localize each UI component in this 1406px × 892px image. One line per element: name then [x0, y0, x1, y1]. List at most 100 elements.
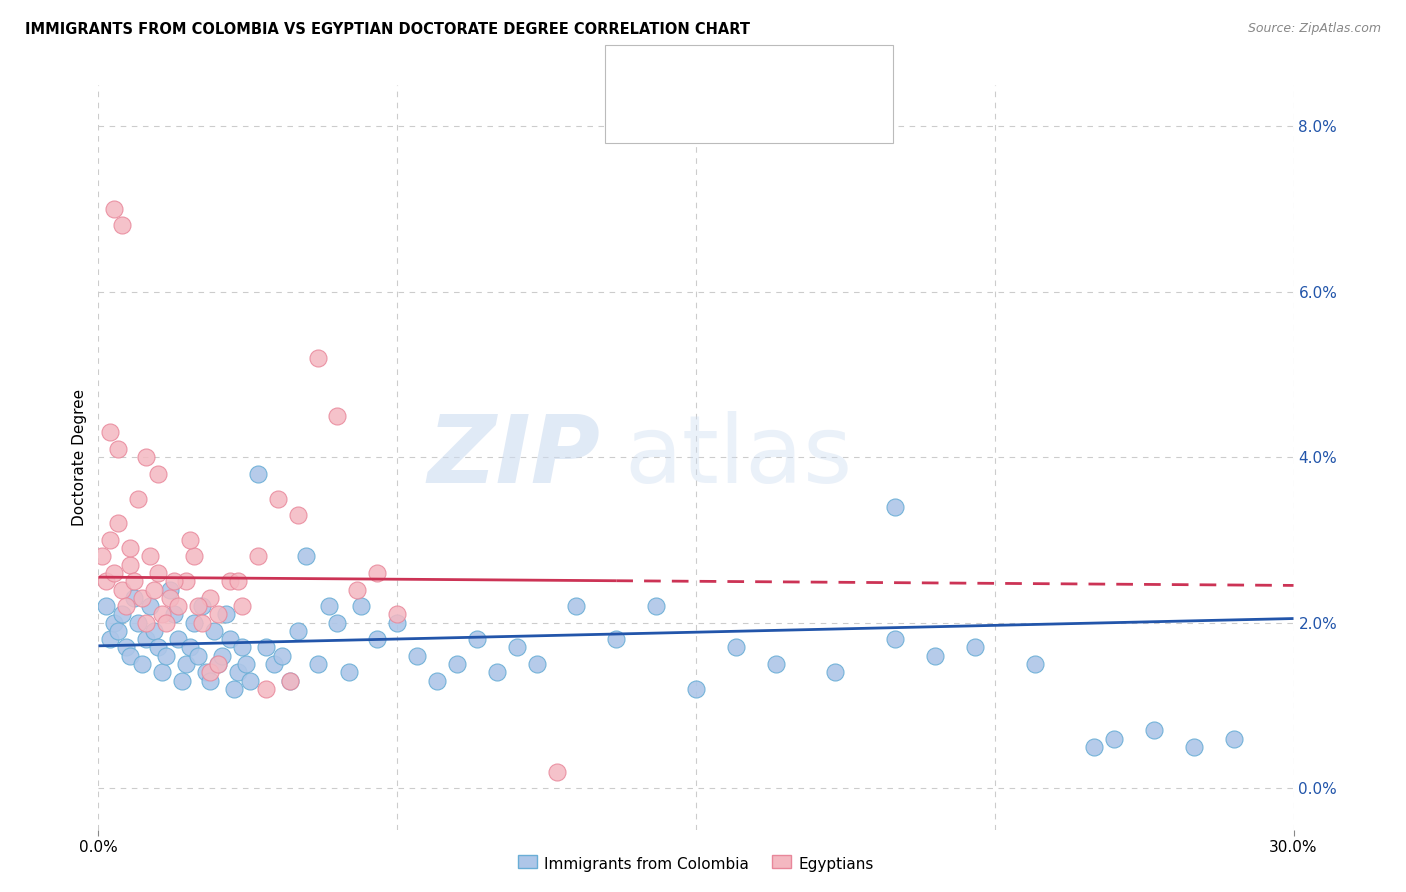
Text: Source: ZipAtlas.com: Source: ZipAtlas.com	[1247, 22, 1381, 36]
Text: 0.068: 0.068	[714, 67, 763, 82]
Point	[350, 599, 373, 614]
Point	[139, 549, 162, 564]
Point	[124, 574, 146, 589]
Point	[884, 500, 907, 514]
Text: R =: R =	[662, 105, 690, 120]
Point	[115, 599, 138, 614]
Point	[111, 219, 134, 233]
Point	[426, 673, 449, 688]
Point	[724, 640, 747, 655]
FancyBboxPatch shape	[621, 98, 652, 128]
Point	[326, 409, 349, 423]
Point	[1104, 731, 1126, 746]
Point	[294, 549, 316, 564]
Point	[159, 582, 181, 597]
Point	[270, 648, 292, 663]
Point	[254, 681, 277, 696]
Point	[765, 657, 787, 671]
Point	[246, 467, 269, 481]
Point	[107, 442, 129, 456]
Point	[115, 640, 138, 655]
Point	[278, 673, 301, 688]
Point	[143, 624, 166, 638]
Point	[339, 665, 361, 680]
Point	[143, 582, 166, 597]
Point	[159, 591, 181, 605]
Point	[207, 657, 229, 671]
Point	[198, 673, 221, 688]
Point	[163, 607, 186, 622]
Point	[1223, 731, 1246, 746]
Point	[150, 665, 173, 680]
Point	[155, 615, 177, 630]
Point	[174, 657, 197, 671]
Point	[307, 657, 329, 671]
Point	[215, 607, 238, 622]
Point	[231, 640, 253, 655]
Point	[287, 508, 309, 522]
Point	[219, 632, 242, 647]
Point	[120, 648, 142, 663]
Point	[96, 574, 118, 589]
Point	[226, 665, 249, 680]
Point	[366, 632, 388, 647]
Point	[318, 599, 340, 614]
Point	[1143, 723, 1166, 738]
Point	[179, 640, 201, 655]
Point	[465, 632, 488, 647]
Point	[179, 533, 201, 547]
Point	[254, 640, 277, 655]
Point	[685, 681, 707, 696]
Point	[98, 425, 122, 440]
Point	[884, 632, 907, 647]
Point	[824, 665, 846, 680]
Point	[111, 582, 134, 597]
Point	[198, 591, 221, 605]
Point	[107, 516, 129, 531]
Point	[267, 491, 290, 506]
Point	[187, 599, 209, 614]
Point	[131, 591, 153, 605]
Point	[198, 665, 221, 680]
Point	[406, 648, 429, 663]
Text: atlas: atlas	[624, 411, 852, 503]
Text: -0.006: -0.006	[714, 105, 769, 120]
Point	[135, 615, 157, 630]
Point	[307, 351, 329, 365]
Point	[202, 624, 225, 638]
Point	[195, 665, 218, 680]
Point	[103, 566, 125, 580]
Point	[226, 574, 249, 589]
Point	[107, 624, 129, 638]
Point	[207, 657, 229, 671]
Point	[120, 541, 142, 556]
Text: 50: 50	[817, 105, 838, 120]
Point	[91, 549, 114, 564]
Point	[167, 632, 190, 647]
Point	[98, 632, 122, 647]
Point	[366, 566, 388, 580]
Point	[506, 640, 529, 655]
Point	[385, 615, 409, 630]
Point	[235, 657, 257, 671]
Point	[963, 640, 986, 655]
Point	[120, 558, 142, 572]
Point	[207, 607, 229, 622]
Point	[111, 607, 134, 622]
Point	[385, 607, 409, 622]
Point	[645, 599, 668, 614]
Point	[124, 591, 146, 605]
Point	[127, 491, 149, 506]
Point	[187, 648, 209, 663]
Point	[148, 640, 170, 655]
Point	[163, 574, 186, 589]
Text: N =: N =	[769, 105, 799, 120]
Point	[167, 599, 190, 614]
Point	[1083, 739, 1105, 754]
Point	[1024, 657, 1046, 671]
Point	[239, 673, 262, 688]
Y-axis label: Doctorate Degree: Doctorate Degree	[72, 389, 87, 525]
Point	[127, 615, 149, 630]
Point	[346, 582, 368, 597]
Point	[103, 615, 125, 630]
